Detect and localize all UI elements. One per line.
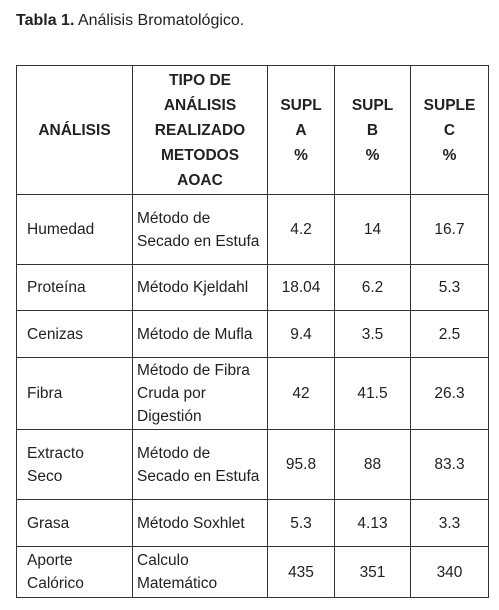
- value-cell: 18.04: [267, 264, 335, 311]
- method-cell: Método de Secado en Estufa: [132, 429, 268, 500]
- value-cell: 42: [267, 357, 335, 430]
- header-line: %: [365, 146, 380, 164]
- analysis-cell: Grasa: [16, 499, 133, 547]
- value-cell: 435: [267, 546, 335, 598]
- header-line: ANÁLISIS: [38, 121, 111, 139]
- value-cell: 88: [334, 429, 411, 500]
- value-cell: 5.3: [410, 264, 489, 311]
- header-line: %: [294, 146, 308, 164]
- table-row: Cenizas Método de Mufla 9.4 3.5 2.5: [16, 310, 489, 358]
- method-cell: Método de Fibra Cruda por Digestión: [132, 357, 268, 430]
- value-cell: 3.5: [334, 310, 411, 358]
- header-line: SUPL: [351, 96, 394, 114]
- table-row: Fibra Método de Fibra Cruda por Digestión…: [16, 357, 489, 430]
- value-cell: 6.2: [334, 264, 411, 311]
- method-cell: Método de Mufla: [132, 310, 268, 358]
- analysis-cell: Proteína: [16, 264, 133, 311]
- header-cell: SUPLE C%: [410, 65, 489, 195]
- value-cell: 9.4: [267, 310, 335, 358]
- header-line: REALIZADO: [154, 121, 246, 139]
- header-cell: TIPO DE ANÁLISIS REALIZADO METODOS AOAC: [132, 65, 268, 195]
- header-row: ANÁLISIS TIPO DE ANÁLISIS REALIZADO METODOS A…: [16, 65, 489, 195]
- value-cell: 3.3: [410, 499, 489, 547]
- table-row: Extracto Seco Método de Secado en Estufa 9…: [16, 429, 489, 500]
- value-cell: 4.2: [267, 194, 335, 265]
- caption: Tabla 1. Análisis Bromatológico.: [16, 12, 244, 30]
- value-cell: 95.8: [267, 429, 335, 500]
- header-line: %: [442, 146, 457, 164]
- table-body: Humedad Método de Secado en Estufa 4.2 14 16…: [16, 194, 489, 598]
- value-cell: 83.3: [410, 429, 489, 500]
- analysis-cell: Cenizas: [16, 310, 133, 358]
- header-line: AOAC: [177, 171, 223, 189]
- value-cell: 351: [334, 546, 411, 598]
- method-cell: Método Kjeldahl: [132, 264, 268, 311]
- caption-label: Tabla 1.: [16, 12, 75, 29]
- header-line: A: [295, 121, 307, 139]
- analysis-cell: Fibra: [16, 357, 133, 430]
- caption-text: Análisis Bromatológico.: [77, 12, 245, 29]
- table-row: Proteína Método Kjeldahl 18.04 6.2 5.3: [16, 264, 489, 311]
- value-cell: 4.13: [334, 499, 411, 547]
- value-cell: 2.5: [410, 310, 489, 358]
- value-cell: 340: [410, 546, 489, 598]
- header-line: METODOS: [160, 146, 240, 164]
- value-cell: 41.5: [334, 357, 411, 430]
- method-cell: Calculo Matemático: [132, 546, 268, 598]
- header-line: ANÁLISIS: [163, 96, 237, 114]
- header-line: TIPO DE: [168, 71, 231, 89]
- header-cell: SUPL B%: [334, 65, 411, 195]
- value-cell: 26.3: [410, 357, 489, 430]
- value-cell: 5.3: [267, 499, 335, 547]
- header-line: SUPL: [280, 96, 322, 114]
- method-cell: Método Soxhlet: [132, 499, 268, 547]
- table-row: Humedad Método de Secado en Estufa 4.2 14 16…: [16, 194, 489, 265]
- header-line: SUPLE: [423, 96, 476, 114]
- header-cell: SUPL A%: [267, 65, 335, 195]
- analysis-cell: Extracto Seco: [16, 429, 133, 500]
- header-line: C: [443, 121, 456, 139]
- table-row: Grasa Método Soxhlet 5.3 4.13 3.3: [16, 499, 489, 547]
- header-line: B: [366, 121, 379, 139]
- value-cell: 14: [334, 194, 411, 265]
- table: ANÁLISIS TIPO DE ANÁLISIS REALIZADO METODOS A…: [16, 65, 489, 598]
- method-cell: Método de Secado en Estufa: [132, 194, 268, 265]
- analysis-cell: Aporte Calórico: [16, 546, 133, 598]
- analysis-cell: Humedad: [16, 194, 133, 265]
- table-row: Aporte Calórico Calculo Matemático 435 351 3…: [16, 546, 489, 598]
- header-cell: ANÁLISIS: [16, 65, 133, 195]
- value-cell: 16.7: [410, 194, 489, 265]
